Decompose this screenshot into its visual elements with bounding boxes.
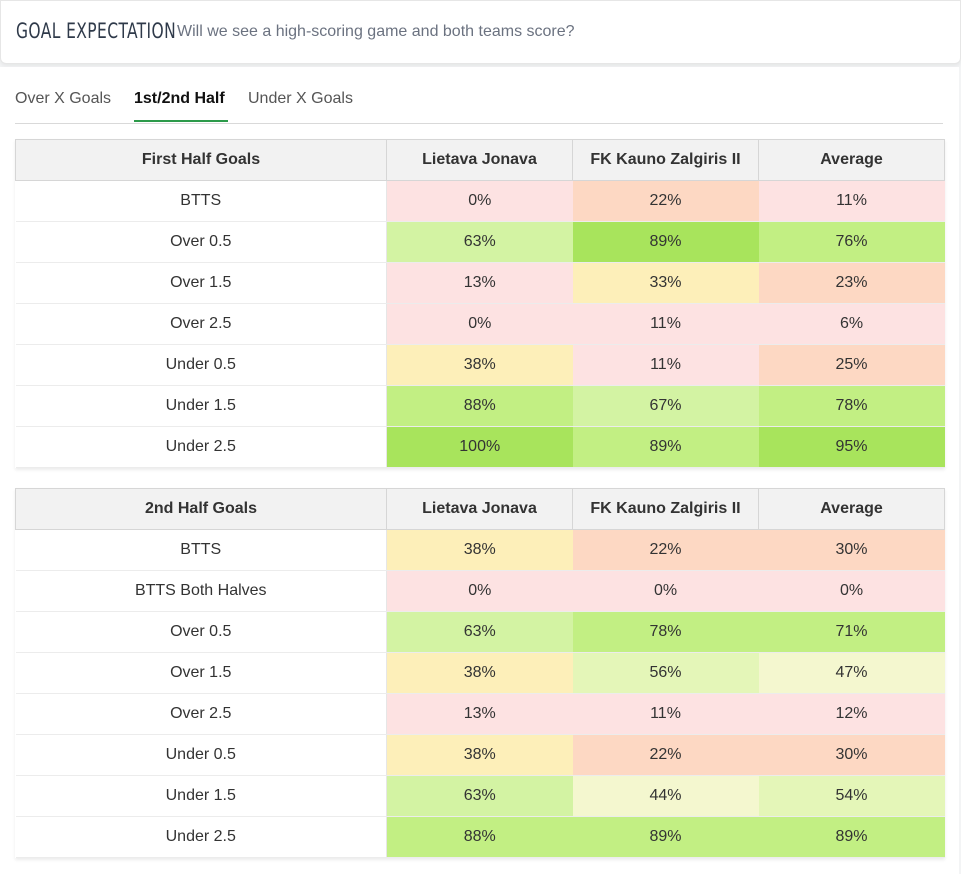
- table-row: Under 2.5 88% 89% 89%: [15, 816, 945, 858]
- percentage-cell: 0%: [386, 303, 573, 345]
- row-label: Over 2.5: [15, 303, 387, 345]
- percentage-cell: 89%: [758, 816, 945, 858]
- column-header: 2nd Half Goals: [15, 488, 387, 530]
- row-label: Under 0.5: [15, 344, 387, 386]
- tab-over-x-goals[interactable]: Over X Goals: [15, 90, 112, 107]
- row-label: Under 2.5: [15, 816, 387, 858]
- percentage-cell: 63%: [386, 611, 573, 653]
- goal-expectation-card: Over X Goals 1st/2nd Half Under X Goals …: [0, 67, 959, 874]
- row-label: Under 1.5: [15, 385, 387, 427]
- table-row: Over 1.5 13% 33% 23%: [15, 262, 945, 304]
- table-row: Under 0.5 38% 11% 25%: [15, 344, 945, 386]
- table-header-row: 2nd Half Goals Lietava Jonava FK Kauno Z…: [15, 488, 945, 530]
- row-label: BTTS Both Halves: [15, 570, 387, 612]
- percentage-cell: 22%: [572, 529, 759, 571]
- percentage-cell: 12%: [758, 693, 945, 735]
- section-header: GOAL EXPECTATION Will we see a high-scor…: [0, 0, 961, 64]
- column-header: Lietava Jonava: [386, 488, 573, 530]
- table-row: Under 0.5 38% 22% 30%: [15, 734, 945, 776]
- section-title: GOAL EXPECTATION: [16, 19, 177, 43]
- table-row: Under 1.5 63% 44% 54%: [15, 775, 945, 817]
- percentage-cell: 63%: [386, 221, 573, 263]
- table-row: Over 2.5 0% 11% 6%: [15, 303, 945, 345]
- active-tab-indicator: [134, 120, 228, 122]
- percentage-cell: 54%: [758, 775, 945, 817]
- percentage-cell: 11%: [572, 344, 759, 386]
- percentage-cell: 88%: [386, 385, 573, 427]
- percentage-cell: 63%: [386, 775, 573, 817]
- percentage-cell: 6%: [758, 303, 945, 345]
- table-row: BTTS Both Halves 0% 0% 0%: [15, 570, 945, 612]
- table-row: Over 0.5 63% 78% 71%: [15, 611, 945, 653]
- table-row: BTTS 38% 22% 30%: [15, 529, 945, 571]
- percentage-cell: 76%: [758, 221, 945, 263]
- percentage-cell: 89%: [572, 816, 759, 858]
- row-label: BTTS: [15, 180, 387, 222]
- percentage-cell: 71%: [758, 611, 945, 653]
- percentage-cell: 0%: [386, 180, 573, 222]
- tab-bar: Over X Goals 1st/2nd Half Under X Goals: [15, 67, 943, 124]
- column-header: FK Kauno Zalgiris II: [572, 139, 759, 181]
- percentage-cell: 88%: [386, 816, 573, 858]
- row-label: BTTS: [15, 529, 387, 571]
- table-row: Over 0.5 63% 89% 76%: [15, 221, 945, 263]
- row-label: Over 2.5: [15, 693, 387, 735]
- table-row: Over 1.5 38% 56% 47%: [15, 652, 945, 694]
- column-header: Lietava Jonava: [386, 139, 573, 181]
- percentage-cell: 38%: [386, 652, 573, 694]
- percentage-cell: 78%: [572, 611, 759, 653]
- table-row: Under 2.5 100% 89% 95%: [15, 426, 945, 468]
- percentage-cell: 22%: [572, 734, 759, 776]
- percentage-cell: 25%: [758, 344, 945, 386]
- percentage-cell: 89%: [572, 426, 759, 468]
- table-header-row: First Half Goals Lietava Jonava FK Kauno…: [15, 139, 945, 181]
- percentage-cell: 67%: [572, 385, 759, 427]
- percentage-cell: 11%: [758, 180, 945, 222]
- table-row: BTTS 0% 22% 11%: [15, 180, 945, 222]
- percentage-cell: 95%: [758, 426, 945, 468]
- row-label: Over 1.5: [15, 262, 387, 304]
- row-label: Under 0.5: [15, 734, 387, 776]
- percentage-cell: 13%: [386, 262, 573, 304]
- column-header: Average: [758, 488, 945, 530]
- percentage-cell: 38%: [386, 734, 573, 776]
- percentage-cell: 0%: [386, 570, 573, 612]
- table-row: Under 1.5 88% 67% 78%: [15, 385, 945, 427]
- row-label: Over 0.5: [15, 221, 387, 263]
- percentage-cell: 38%: [386, 529, 573, 571]
- tab-under-x-goals[interactable]: Under X Goals: [248, 90, 353, 107]
- row-label: Under 2.5: [15, 426, 387, 468]
- percentage-cell: 11%: [572, 303, 759, 345]
- percentage-cell: 44%: [572, 775, 759, 817]
- first-half-goals-table: First Half Goals Lietava Jonava FK Kauno…: [15, 139, 945, 468]
- percentage-cell: 30%: [758, 529, 945, 571]
- percentage-cell: 22%: [572, 180, 759, 222]
- percentage-cell: 0%: [572, 570, 759, 612]
- row-label: Over 1.5: [15, 652, 387, 694]
- second-half-goals-table: 2nd Half Goals Lietava Jonava FK Kauno Z…: [15, 488, 945, 858]
- tab-1st-2nd-half[interactable]: 1st/2nd Half: [134, 90, 225, 107]
- row-label: Over 0.5: [15, 611, 387, 653]
- row-label: Under 1.5: [15, 775, 387, 817]
- percentage-cell: 100%: [386, 426, 573, 468]
- percentage-cell: 23%: [758, 262, 945, 304]
- percentage-cell: 78%: [758, 385, 945, 427]
- percentage-cell: 33%: [572, 262, 759, 304]
- percentage-cell: 11%: [572, 693, 759, 735]
- section-subtitle: Will we see a high-scoring game and both…: [177, 23, 575, 40]
- column-header: Average: [758, 139, 945, 181]
- percentage-cell: 38%: [386, 344, 573, 386]
- percentage-cell: 30%: [758, 734, 945, 776]
- percentage-cell: 47%: [758, 652, 945, 694]
- table-row: Over 2.5 13% 11% 12%: [15, 693, 945, 735]
- column-header: FK Kauno Zalgiris II: [572, 488, 759, 530]
- column-header: First Half Goals: [15, 139, 387, 181]
- percentage-cell: 56%: [572, 652, 759, 694]
- percentage-cell: 89%: [572, 221, 759, 263]
- percentage-cell: 0%: [758, 570, 945, 612]
- percentage-cell: 13%: [386, 693, 573, 735]
